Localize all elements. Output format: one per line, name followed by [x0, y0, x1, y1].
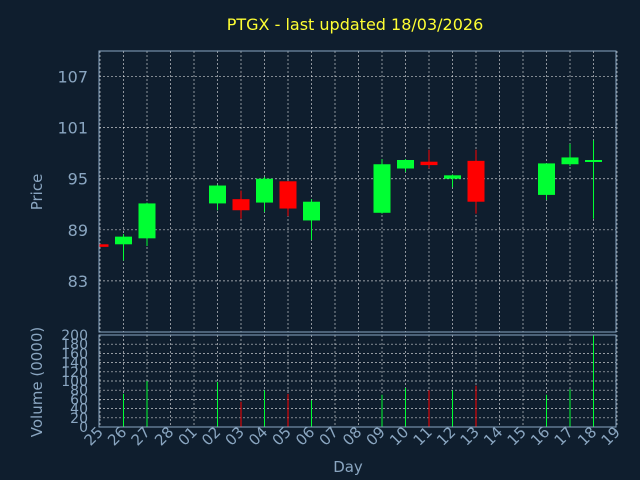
price-tick-label: 89 [68, 221, 88, 240]
price-tick-label: 101 [57, 119, 88, 138]
candle-body [209, 185, 226, 204]
volume-tick-label: 20 [70, 411, 88, 427]
volume-axis-label: Volume (0000) [28, 327, 46, 437]
price-tick-label: 95 [68, 170, 88, 189]
volume-tick-label: 120 [61, 365, 88, 381]
price-frame [98, 50, 617, 333]
volume-tick-label: 140 [61, 356, 88, 372]
candle-body [467, 160, 485, 202]
candle-body [232, 199, 250, 211]
volume-bars [123, 335, 594, 427]
candle-body [444, 175, 461, 179]
volume-tick-label: 40 [70, 402, 88, 418]
volume-tick-label: 100 [61, 374, 88, 390]
volume-tick-label: 60 [70, 392, 88, 408]
candle-body [585, 159, 602, 162]
candle-body [100, 244, 109, 247]
chart-title: PTGX - last updated 18/03/2026 [227, 15, 484, 34]
candle-body [538, 163, 555, 195]
volume-frame [98, 334, 617, 428]
price-axis-label: Price [28, 174, 46, 211]
price-tick-label: 107 [57, 68, 88, 87]
volume-tick-label: 160 [61, 346, 88, 362]
candle-body [256, 178, 273, 203]
candle-body [138, 203, 156, 239]
candle-body [303, 201, 320, 221]
x-axis-label: Day [333, 458, 363, 476]
price-panel: 83 89 95 101 107 [57, 50, 618, 333]
price-y-ticks: 83 89 95 101 107 [57, 68, 88, 291]
candle-body [373, 164, 391, 213]
price-tick-label: 83 [68, 272, 88, 291]
volume-tick-label: 80 [70, 383, 88, 399]
candle-body [115, 236, 132, 245]
x-axis-ticks: 2526272801020304050607080910111213141516… [81, 423, 624, 449]
volume-grid [99, 334, 618, 428]
candle-body [279, 181, 297, 209]
volume-tick-label: 180 [61, 337, 88, 353]
volume-tick-label: 200 [61, 328, 88, 344]
candle-body [397, 159, 414, 169]
price-candles [99, 140, 602, 261]
candle-body [420, 161, 438, 166]
volume-tick-label: 0 [79, 420, 88, 436]
candle-body [561, 157, 579, 165]
